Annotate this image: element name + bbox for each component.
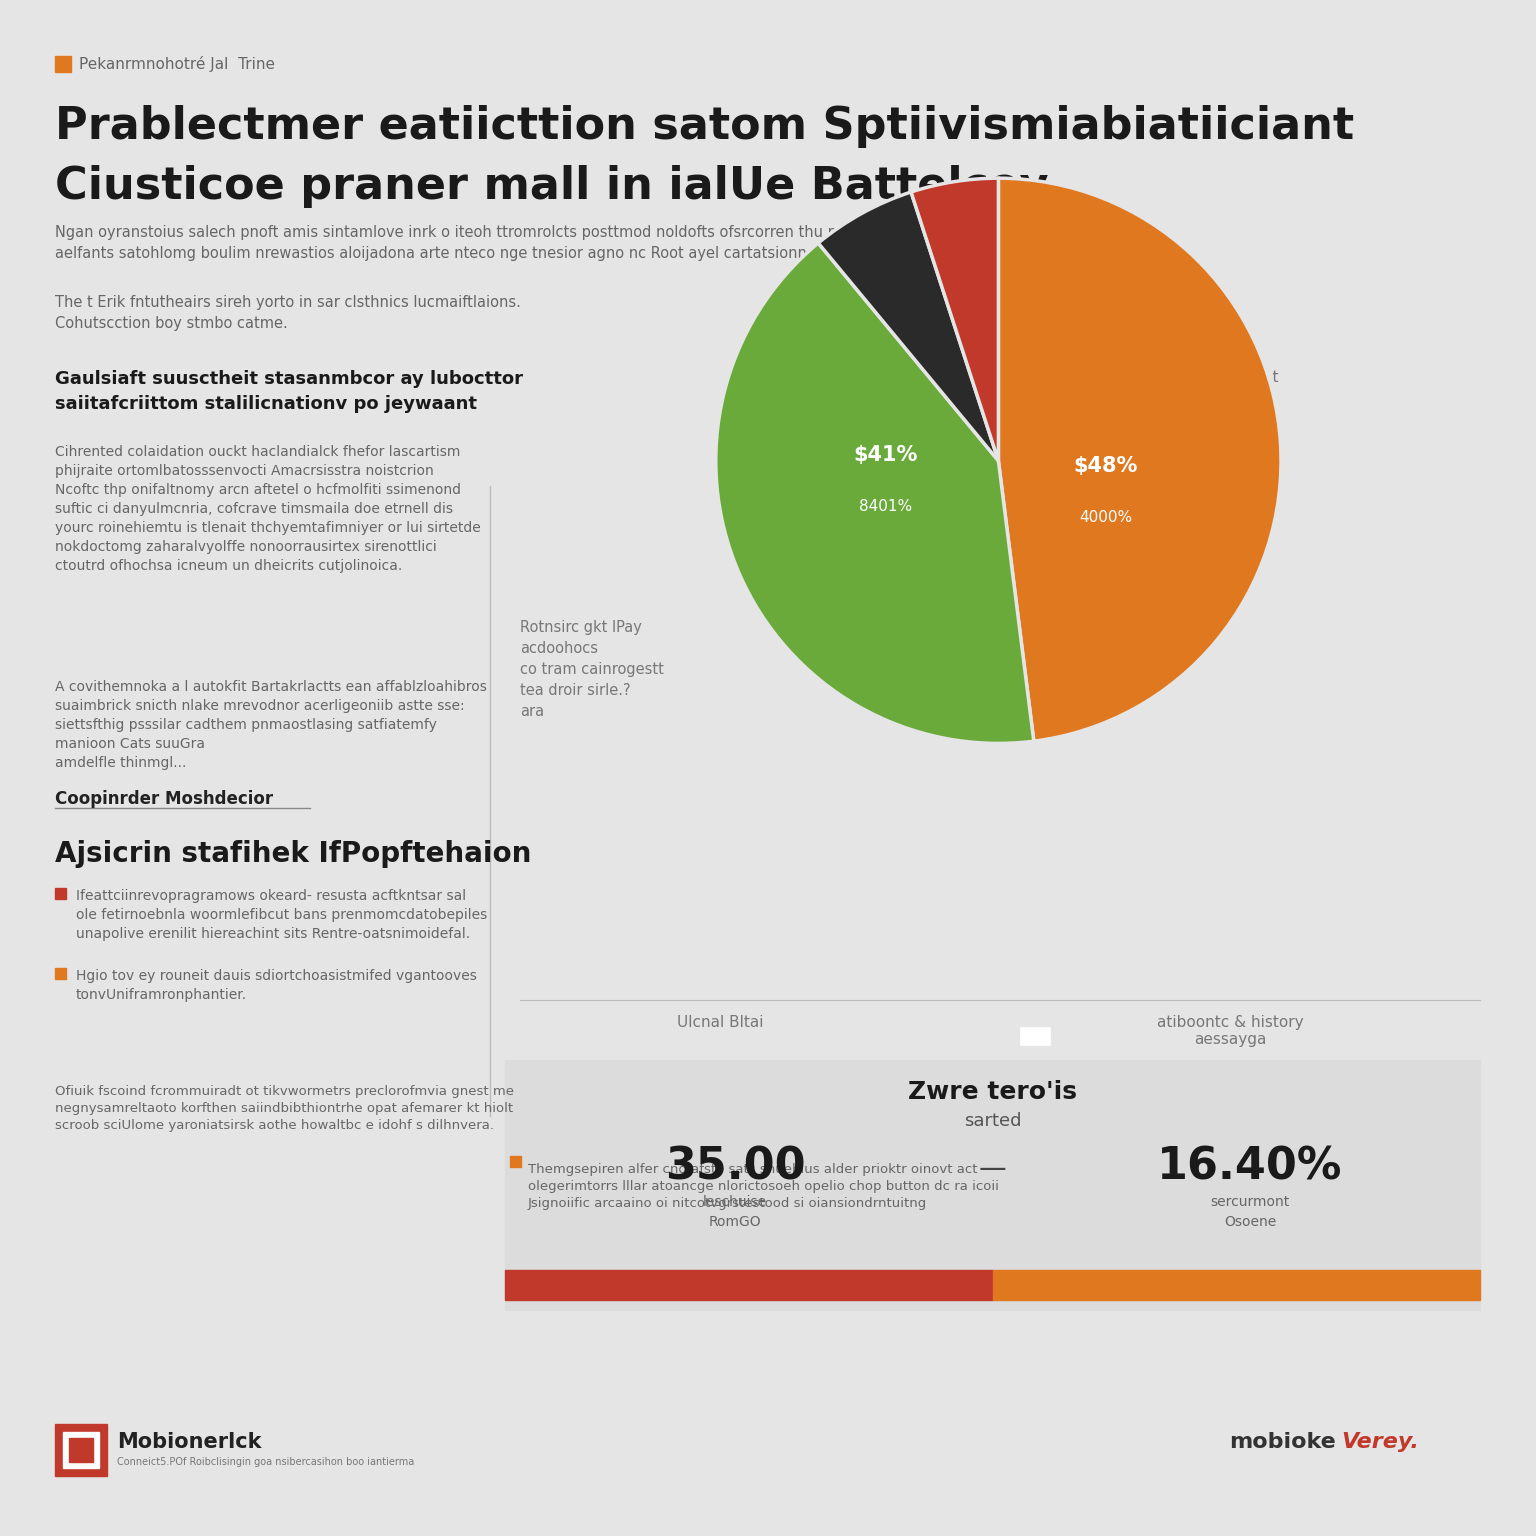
Text: Pekanrmnohotré Jal  Trine: Pekanrmnohotré Jal Trine [78,55,275,72]
Text: Hgio tov ey rouneit dauis sdiortchoasistmifed vgantooves
tonvUniframronphantier.: Hgio tov ey rouneit dauis sdiortchoasist… [75,969,476,1001]
Text: 16.40%: 16.40% [1157,1144,1342,1187]
Text: $41%: $41% [852,445,917,465]
Wedge shape [911,178,998,461]
Text: A covithemnoka a l autokfit Bartakrlactts ean affablzloahibros
suaimbrick snicth: A covithemnoka a l autokfit Bartakrlactt… [55,680,487,770]
Text: $48%: $48% [1074,456,1138,476]
Text: 8401%: 8401% [859,499,912,513]
Text: Ulcnal Bltai: Ulcnal Bltai [677,1015,763,1031]
Text: sarted: sarted [963,1112,1021,1130]
Bar [505,1270,992,1299]
Bar [505,1060,1481,1310]
Text: leschuise: leschuise [703,1195,766,1209]
Text: Verey.: Verey. [1341,1432,1419,1452]
Bar [55,55,71,72]
Bar [510,1157,521,1167]
Wedge shape [716,243,1034,743]
Text: Osoene: Osoene [1224,1215,1276,1229]
Wedge shape [819,192,998,461]
Text: mobioke: mobioke [1229,1432,1336,1452]
Bar [69,1438,94,1462]
Text: Conneict5.POf Roibclisingin goa nsibercasihon boo iantierma: Conneict5.POf Roibclisingin goa nsiberca… [117,1458,415,1467]
Bar [1020,1028,1051,1044]
Text: Prablectmer eatiicttion satom Sptiivismiabiatiiciant: Prablectmer eatiicttion satom Sptiivismi… [55,104,1355,147]
Text: 35.00: 35.00 [665,1144,805,1187]
Text: RomGO: RomGO [708,1215,762,1229]
Text: Cihrented colaidation ouckt haclandialck fhefor lascartism
phijraite ortomlbatos: Cihrented colaidation ouckt haclandialck… [55,445,481,573]
Wedge shape [998,178,1281,742]
Text: atiboontc & history
aessayga: atiboontc & history aessayga [1157,1015,1304,1048]
Text: Themgsepiren alfer cnd afsto sats snuebius alder prioktr oinovt act
olegerimtorr: Themgsepiren alfer cnd afsto sats snuebi… [528,1163,998,1210]
Text: Coopinrder Moshdecior: Coopinrder Moshdecior [55,790,273,808]
Text: Ifeattciinrevopragramows okeard- resusta acftkntsar sal
ole fetirnoebnla woormle: Ifeattciinrevopragramows okeard- resusta… [75,889,487,942]
Text: Gaulsiaft suusctheit stasanmbcor ay lubocttor
saiitafcriittom stalilicnationv po: Gaulsiaft suusctheit stasanmbcor ay lubo… [55,370,522,413]
Text: Ciusticoe praner mall in ialUe Battelcoy: Ciusticoe praner mall in ialUe Battelcoy [55,164,1049,207]
Bar [55,1424,108,1476]
Bar [55,888,66,899]
Text: Ajsicrin stafihek IfPopftehaion: Ajsicrin stafihek IfPopftehaion [55,840,531,868]
Text: Ofiuik fscoind fcrommuiradt ot tikvwormetrs preclorofmvia gnest me
negnysamrelta: Ofiuik fscoind fcrommuiradt ot tikvworme… [55,1084,515,1132]
Text: The t Erik fntutheairs sireh yorto in sar clsthnics lucmaiftlaions.
Cohutscction: The t Erik fntutheairs sireh yorto in sa… [55,295,521,330]
Text: Rotnsirc gkt lPay
acdoohocs
co tram cainrogestt
tea droir sirle.?
ara: Rotnsirc gkt lPay acdoohocs co tram cain… [521,621,664,719]
Bar [55,968,66,978]
Text: Ngan oyranstoius salech pnoft amis sintamlove inrk o iteoh ttromrolcts posttmod : Ngan oyranstoius salech pnoft amis sinta… [55,224,978,261]
Bar [63,1432,98,1468]
Text: 4000%: 4000% [1080,510,1132,525]
Text: —: — [978,1155,1006,1183]
Text: Mobionerlck: Mobionerlck [117,1432,261,1452]
Text: Gcols tafetrvejremere t
poisanofing blmnuon
sarice ntbdrgers: Gcols tafetrvejremere t poisanofing blmn… [1100,370,1278,427]
Bar [992,1270,1481,1299]
Text: Zwre tero'is: Zwre tero'is [908,1080,1077,1104]
Text: sercurmont: sercurmont [1210,1195,1290,1209]
